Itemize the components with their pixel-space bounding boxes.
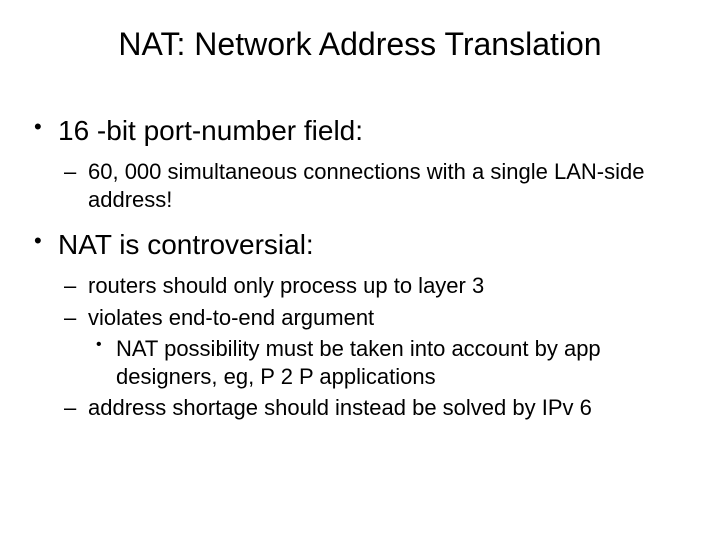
list-item: routers should only process up to layer … xyxy=(58,272,680,300)
slide-title: NAT: Network Address Translation xyxy=(0,26,720,63)
bullet-text: routers should only process up to layer … xyxy=(88,273,484,298)
list-item: violates end-to-end argument NAT possibi… xyxy=(58,304,680,391)
bullet-text: NAT is controversial: xyxy=(58,229,314,260)
bullet-text: address shortage should instead be solve… xyxy=(88,395,592,420)
bullet-text: NAT possibility must be taken into accou… xyxy=(116,336,601,389)
bullet-text: 60, 000 simultaneous connections with a … xyxy=(88,159,644,212)
list-item: address shortage should instead be solve… xyxy=(58,394,680,422)
list-item: 60, 000 simultaneous connections with a … xyxy=(58,158,680,213)
slide: NAT: Network Address Translation 16 -bit… xyxy=(0,0,720,540)
slide-content: 16 -bit port-number field: 60, 000 simul… xyxy=(0,113,720,422)
bullet-list-lvl1: 16 -bit port-number field: 60, 000 simul… xyxy=(28,113,680,422)
bullet-text: 16 -bit port-number field: xyxy=(58,115,363,146)
bullet-list-lvl2: 60, 000 simultaneous connections with a … xyxy=(58,158,680,213)
bullet-list-lvl3: NAT possibility must be taken into accou… xyxy=(88,335,680,390)
bullet-text: violates end-to-end argument xyxy=(88,305,374,330)
bullet-list-lvl2: routers should only process up to layer … xyxy=(58,272,680,422)
list-item: NAT is controversial: routers should onl… xyxy=(28,227,680,422)
list-item: 16 -bit port-number field: 60, 000 simul… xyxy=(28,113,680,213)
list-item: NAT possibility must be taken into accou… xyxy=(88,335,680,390)
